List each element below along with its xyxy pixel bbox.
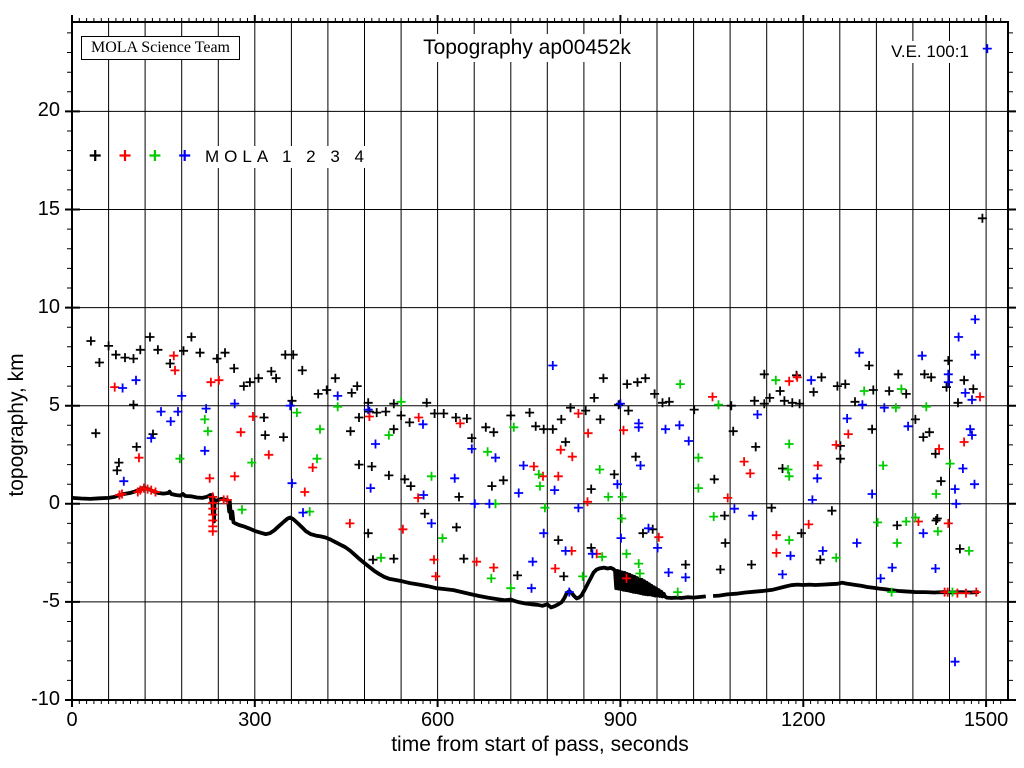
- scatter-series-mola-3: [175, 375, 974, 597]
- y-tick-label-15: 15: [37, 197, 60, 220]
- y-tick-label--5: -5: [42, 589, 60, 612]
- x-axis-title: time from start of pass, seconds: [391, 733, 689, 756]
- ground-profile-trace: [712, 580, 979, 598]
- y-tick-label-10: 10: [37, 295, 60, 318]
- y-tick-label-0: 0: [48, 491, 60, 514]
- grid-lines: [72, 22, 1008, 700]
- legend-label: MOLA 1 2 3 4: [201, 146, 373, 168]
- x-tick-label-0: 0: [66, 709, 78, 731]
- plot-frame: [71, 21, 1009, 701]
- y-axis-title: topography, km: [5, 353, 28, 497]
- legend-marker-mola-3: [149, 150, 161, 161]
- scatter-series-mola-1: [86, 213, 987, 581]
- chart-title: Topography ap00452k: [413, 34, 641, 62]
- x-tick-label-600: 600: [420, 709, 455, 731]
- y-tick-label--10: -10: [31, 688, 60, 710]
- legend-marker-mola-4: [179, 150, 191, 161]
- y-tick-label-20: 20: [37, 99, 60, 122]
- x-tick-label-1200: 1200: [781, 709, 826, 731]
- science-team-credit-box: MOLA Science Team: [81, 36, 240, 60]
- minor-ticks: [67, 18, 1013, 704]
- legend-marker-mola-1: [89, 150, 101, 161]
- major-ticks: [65, 15, 1016, 707]
- x-tick-label-300: 300: [238, 709, 272, 731]
- scatter-series-mola-4: [118, 44, 992, 667]
- x-tick-label-900: 900: [603, 709, 638, 731]
- vertical-exaggeration-label: V.E. 100:1: [885, 41, 975, 63]
- ground-profile-trace: [71, 486, 706, 610]
- legend-marker-mola-2: [119, 150, 131, 161]
- x-tick-label-1500: 1500: [963, 709, 1009, 731]
- y-tick-label-5: 5: [48, 393, 60, 416]
